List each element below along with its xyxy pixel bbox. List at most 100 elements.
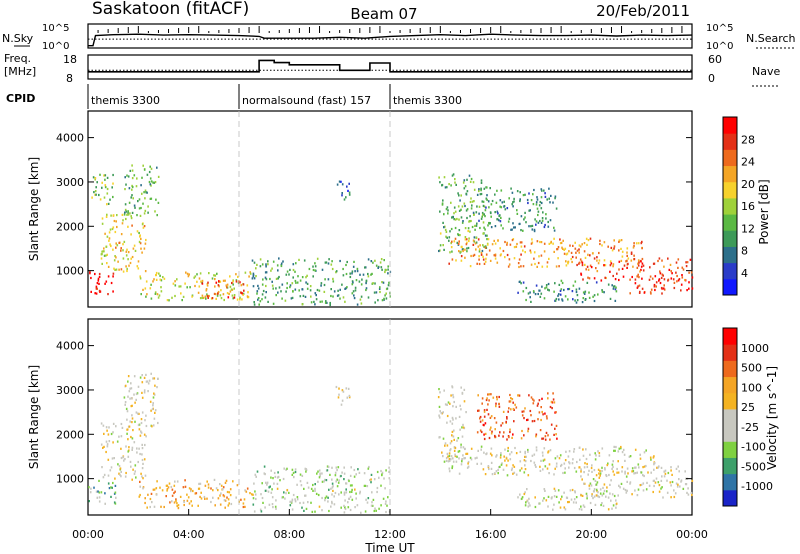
scatter-cell <box>246 295 249 298</box>
scatter-cell <box>680 289 682 292</box>
scatter-cell <box>540 201 543 205</box>
scatter-cell <box>150 184 152 187</box>
scatter-cell <box>506 438 508 441</box>
scatter-cell <box>490 461 493 464</box>
scatter-cell <box>201 296 204 300</box>
scatter-cell <box>493 239 495 242</box>
scatter-cell <box>609 270 611 273</box>
scatter-cell <box>630 251 633 254</box>
scatter-cell <box>291 508 294 511</box>
scatter-cell <box>503 431 505 434</box>
scatter-cell <box>518 222 521 226</box>
scatter-cell <box>686 491 688 494</box>
scatter-cell <box>533 251 536 254</box>
scatter-cell <box>574 299 576 302</box>
scatter-cell <box>636 266 639 269</box>
scatter-cell <box>563 288 565 292</box>
scatter-cell <box>93 191 95 194</box>
scatter-cell <box>219 503 222 506</box>
scatter-cell <box>298 258 300 261</box>
scatter-cell <box>678 470 680 473</box>
scatter-cell <box>215 297 217 300</box>
scatter-cell <box>286 489 288 492</box>
scatter-cell <box>578 287 581 290</box>
scatter-cell <box>359 298 362 301</box>
scatter-cell <box>239 296 241 299</box>
scatter-cell <box>167 486 170 489</box>
scatter-cell <box>378 287 381 290</box>
scatter-cell <box>252 274 255 277</box>
scatter-cell <box>343 491 346 494</box>
scatter-cell <box>155 273 157 277</box>
scatter-cell <box>122 249 124 252</box>
scatter-cell <box>181 299 183 302</box>
scatter-cell <box>380 504 382 507</box>
scatter-cell <box>342 390 345 393</box>
scatter-cell <box>223 495 226 498</box>
scatter-cell <box>186 499 189 502</box>
scatter-cell <box>214 285 216 288</box>
noise-series-group <box>87 26 693 47</box>
scatter-cell <box>544 192 546 195</box>
scatter-cell <box>115 268 118 271</box>
scatter-cell <box>373 291 376 294</box>
scatter-cell <box>168 299 170 302</box>
scatter-cell <box>588 296 591 299</box>
scatter-cell <box>663 470 665 473</box>
scatter-cell <box>331 486 334 489</box>
scatter-cell <box>557 489 560 492</box>
scatter-cell <box>534 293 537 296</box>
scatter-cell <box>321 496 323 500</box>
scatter-cell <box>312 489 314 492</box>
scatter-cell <box>514 446 516 450</box>
scatter-cell <box>670 466 672 469</box>
scatter-cell <box>106 253 108 256</box>
scatter-cell <box>483 409 486 412</box>
scatter-cell <box>553 503 555 506</box>
scatter-cell <box>444 186 447 189</box>
scatter-cell <box>303 259 306 262</box>
scatter-cell <box>345 488 347 491</box>
scatter-cell <box>249 271 251 274</box>
scatter-cell <box>375 291 378 294</box>
scatter-cell <box>310 487 313 490</box>
scatter-cell <box>263 472 266 475</box>
scatter-cell <box>637 262 639 265</box>
scatter-cell <box>98 496 101 499</box>
scatter-cell <box>470 447 473 450</box>
scatter-cell <box>126 410 129 413</box>
scatter-cell <box>112 441 114 444</box>
scatter-cell <box>534 218 536 221</box>
scatter-cell <box>494 434 496 438</box>
scatter-cell <box>95 292 98 295</box>
scatter-cell <box>344 287 346 290</box>
scatter-cell <box>152 404 154 407</box>
scatter-cell <box>478 219 480 222</box>
scatter-cell <box>501 201 504 204</box>
scatter-cell <box>592 478 595 481</box>
scatter-cell <box>155 271 158 275</box>
scatter-cell <box>475 211 478 214</box>
scatter-cell <box>595 494 598 497</box>
scatter-cell <box>588 469 590 472</box>
scatter-cell <box>476 222 478 225</box>
scatter-cell <box>485 197 488 200</box>
scatter-cell <box>533 188 535 192</box>
scatter-cell <box>374 301 376 304</box>
scatter-cell <box>543 458 546 461</box>
scatter-cell <box>161 489 164 492</box>
scatter-cell <box>500 224 502 227</box>
scatter-cell <box>514 403 516 406</box>
scatter-cell <box>636 494 639 497</box>
scatter-cell <box>312 275 314 278</box>
scatter-cell <box>371 504 374 507</box>
scatter-cell <box>637 463 640 466</box>
scatter-cell <box>479 193 482 196</box>
scatter-cell <box>615 445 617 449</box>
scatter-cell <box>640 260 642 263</box>
scatter-cell <box>448 183 450 186</box>
scatter-cell <box>688 287 690 290</box>
scatter-cell <box>334 471 337 474</box>
scatter-cell <box>141 223 144 226</box>
scatter-cell <box>309 285 312 288</box>
